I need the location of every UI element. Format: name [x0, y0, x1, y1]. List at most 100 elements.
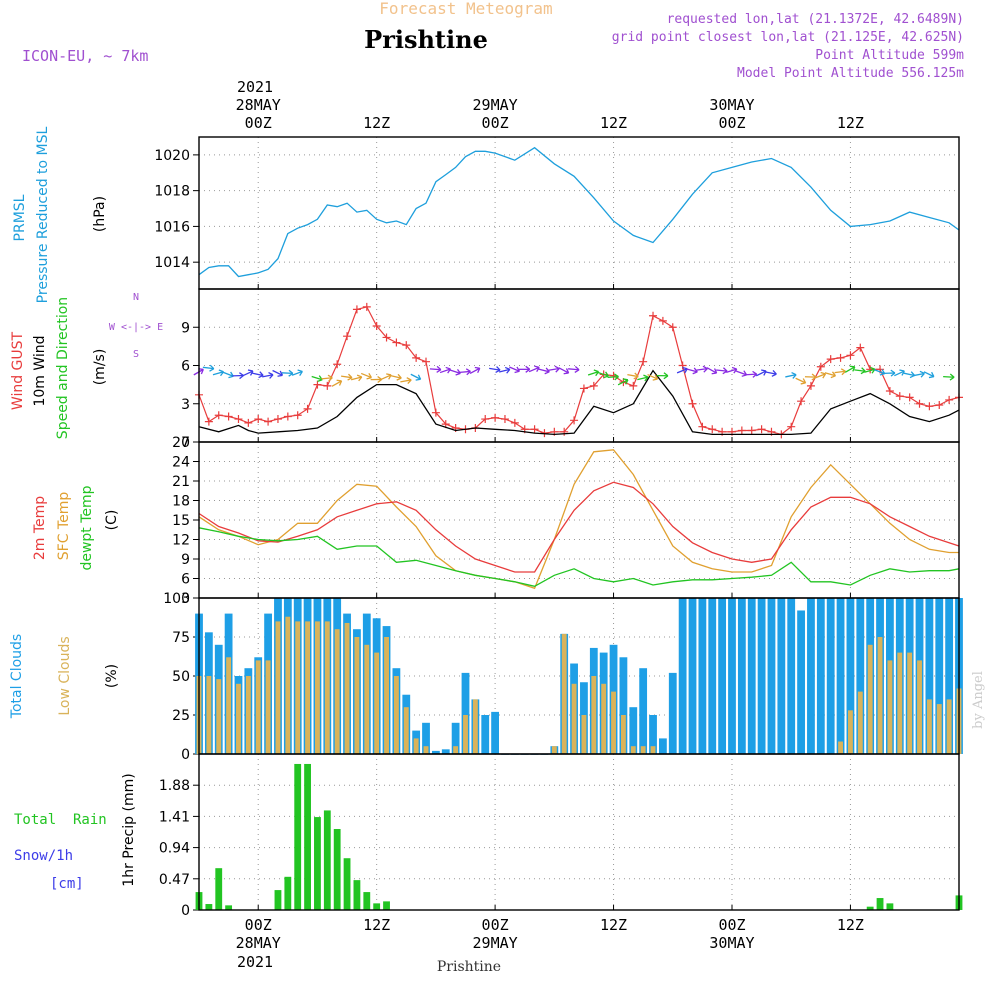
wind-gust-point	[570, 416, 579, 425]
compass-west-east-label: W <-|-> E	[109, 322, 163, 333]
y-tick-label: 9	[181, 320, 190, 336]
wind-direction-arrow	[696, 365, 708, 373]
prmsl-label: PRMSL	[12, 194, 28, 241]
wind-direction-arrow	[824, 371, 837, 379]
wind-arrow-shaft	[281, 372, 293, 375]
low-cloud-bar	[413, 738, 419, 754]
wind-arrow-shaft	[222, 371, 234, 377]
low-cloud-bar	[601, 683, 607, 754]
wind-direction-arrow	[370, 375, 383, 384]
wind-gust-point	[649, 311, 658, 320]
wind-gust-point	[333, 360, 342, 369]
wind-arrow-shaft	[548, 367, 560, 371]
wind-direction-arrow	[469, 366, 481, 374]
wind-arrow-shaft	[686, 368, 698, 373]
wind-arrow-shaft	[568, 368, 580, 371]
wind-arrow-shaft	[202, 366, 214, 370]
low-cloud-bar	[551, 746, 557, 754]
wind-arrow-head	[327, 374, 333, 382]
low-cloud-bar	[611, 691, 616, 754]
wind-arrow-head	[347, 373, 353, 381]
total-cloud-bar	[619, 657, 628, 754]
wind-gust-point	[283, 412, 292, 421]
y-tick-label: 6	[181, 359, 190, 375]
low-cloud-bar	[640, 746, 646, 754]
wind-arrow-head	[297, 369, 303, 376]
wind-gust-point	[254, 415, 263, 424]
model-altitude: Model Point Altitude 556.125m	[737, 66, 964, 81]
wind-direction-arrow	[449, 368, 461, 376]
y-tick-label: 15	[172, 513, 190, 529]
total-cloud-bar	[649, 715, 657, 754]
wind-arrow-head	[445, 366, 452, 374]
wind-gust-point	[560, 427, 569, 436]
low-cloud-bar	[630, 746, 636, 754]
temp-dewpt-label: dewpt Temp	[79, 485, 95, 570]
temp-panel: 3 6 9 12 15 18 21 24 27	[172, 435, 960, 607]
wind-direction-arrow	[242, 369, 254, 377]
rain-bar	[284, 876, 292, 910]
total-cloud-bar	[826, 598, 835, 754]
y-tick-label: 50	[172, 669, 190, 685]
wind-arrow-head	[791, 371, 797, 379]
wind-arrow-shaft	[449, 369, 461, 375]
low-cloud-bar	[305, 621, 311, 754]
low-cloud-bar	[245, 676, 251, 754]
low-cloud-bar	[571, 683, 577, 754]
wind-arrow-shaft	[854, 369, 866, 372]
total-cloud-bar	[807, 598, 815, 754]
low-cloud-bar	[857, 691, 863, 754]
wind-gust-point	[204, 417, 213, 426]
low-cloud-bar	[907, 652, 913, 754]
total-cloud-bar	[658, 738, 667, 754]
wind-arrow-shaft	[617, 379, 629, 386]
wind-arrow-shaft	[706, 367, 717, 374]
wind-direction-arrow	[232, 372, 244, 380]
low-cloud-bar	[236, 683, 241, 754]
low-cloud-bar	[650, 746, 656, 754]
rain-bar	[886, 903, 894, 910]
wind-direction-arrow	[291, 369, 303, 376]
wind-arrow-shaft	[509, 366, 520, 372]
y-tick-label: 0.94	[159, 841, 190, 857]
wind-gust-point	[303, 404, 312, 413]
low-cloud-bar	[453, 746, 459, 754]
wind-arrow-shaft	[874, 369, 885, 375]
wind-direction-arrow	[913, 370, 925, 378]
wind-direction-arrow	[656, 372, 669, 380]
total-cloud-bar	[945, 598, 954, 754]
wind-gust-point	[362, 302, 371, 311]
wind-direction-arrow	[341, 373, 353, 381]
top-time-tick-label: 00Z	[718, 114, 745, 132]
wind-arrow-shaft	[400, 379, 412, 383]
wind-direction-arrow	[894, 369, 905, 377]
wind-gust-point	[422, 357, 431, 366]
wind-arrow-shaft	[242, 370, 254, 377]
wind-direction-arrow	[923, 371, 935, 379]
wind-panel-labels: Wind GUST 10m Wind Speed and Direction (…	[10, 292, 163, 439]
wind-10m-line	[198, 369, 960, 436]
y-tick-label: 0	[181, 747, 190, 763]
temp-2m-label: 2m Temp	[32, 496, 48, 560]
low-cloud-bar	[887, 660, 893, 754]
rain-bar	[333, 829, 341, 910]
temp-unit-label: (C)	[104, 510, 120, 531]
wind-10m-label: 10m Wind	[32, 335, 48, 406]
wind-arrow-head	[633, 372, 639, 380]
wind-direction-arrow	[627, 372, 639, 380]
wind-arrow-head	[603, 371, 609, 379]
pressure-panel-labels: PRMSL Pressure Reduced to MSL (hPa)	[12, 126, 108, 303]
wind-arrow-shaft	[321, 377, 333, 380]
wind-arrow-head	[711, 368, 718, 375]
low-cloud-bar	[403, 707, 409, 754]
y-tick-label: 1020	[154, 148, 190, 164]
wind-arrow-head	[209, 364, 215, 372]
pressure-panel: 1014 1016 1018 1020	[154, 137, 960, 289]
total-cloud-bar	[787, 598, 796, 754]
wind-arrow-head	[277, 370, 284, 377]
wind-arrow-head	[474, 366, 481, 374]
wind-arrow-shaft	[311, 375, 323, 381]
total-cloud-bar	[441, 749, 450, 754]
wind-gust-point	[323, 381, 332, 390]
wind-arrow-shaft	[903, 372, 915, 377]
